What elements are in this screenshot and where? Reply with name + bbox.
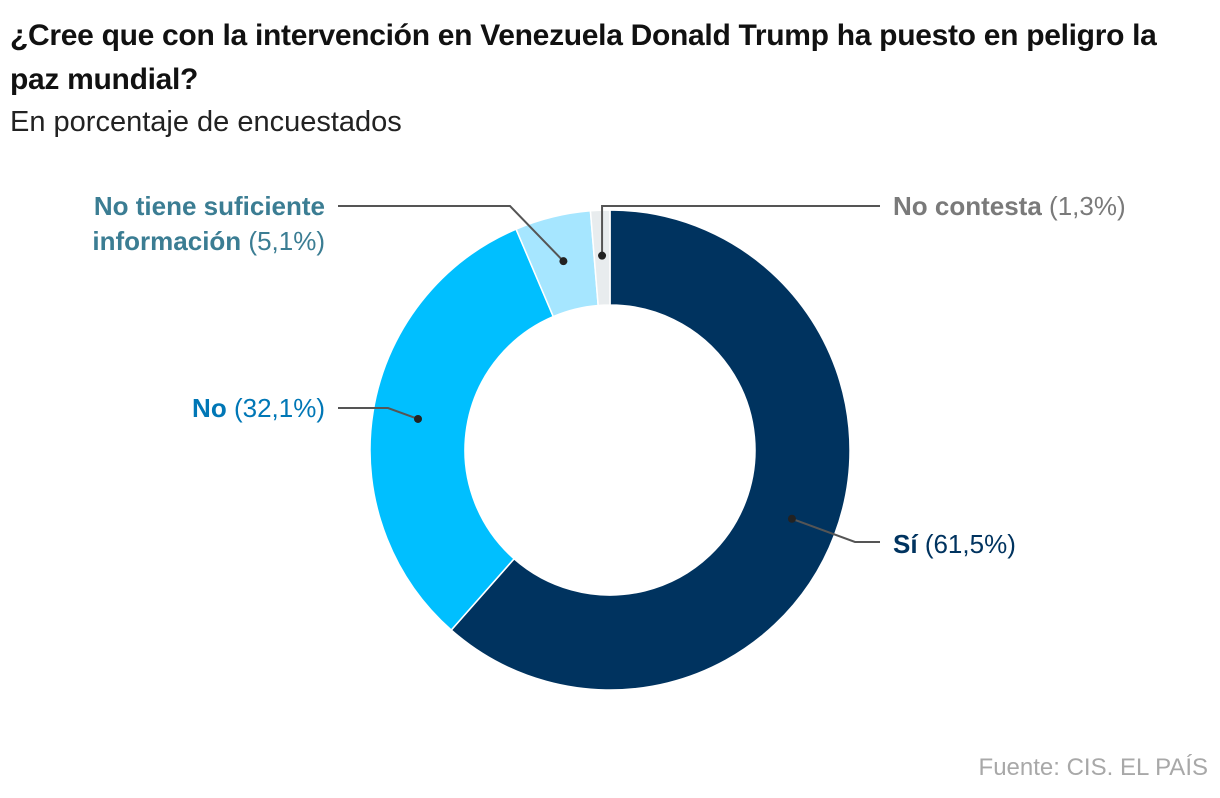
source-note: Fuente: CIS. EL PAÍS (978, 754, 1208, 781)
donut-slice-0 (450, 209, 851, 691)
label-no-info: No tiene suficiente información (5,1%) (92, 189, 325, 259)
chart-title: ¿Cree que con la intervención en Venezue… (10, 19, 1157, 96)
leader-dot-3 (598, 251, 607, 260)
label-si: Sí (61,5%) (893, 527, 1016, 562)
leader-dot-0 (787, 514, 796, 523)
label-no-value: (32,1%) (233, 393, 325, 423)
label-no-name: No (192, 393, 227, 423)
label-no-info-line1: No tiene suficiente (93, 191, 325, 221)
label-no-info-line2: información (92, 226, 242, 256)
leader-line-3 (601, 205, 880, 256)
leader-dot-1 (413, 414, 422, 423)
leader-line-1 (338, 407, 419, 420)
donut-slice-1 (369, 228, 555, 632)
label-si-value: (61,5%) (924, 529, 1016, 559)
label-no-contesta-name: No contesta (893, 191, 1042, 221)
label-no-contesta-value: (1,3%) (1049, 191, 1126, 221)
leader-line-0 (791, 517, 880, 543)
leader-dot-2 (559, 257, 568, 266)
chart-subtitle: En porcentaje de encuestados (10, 106, 402, 138)
label-si-name: Sí (893, 529, 918, 559)
leader-line-2 (338, 205, 565, 262)
label-no-info-value: (5,1%) (248, 226, 325, 256)
label-no: No (32,1%) (192, 391, 325, 426)
label-no-contesta: No contesta (1,3%) (893, 189, 1126, 224)
